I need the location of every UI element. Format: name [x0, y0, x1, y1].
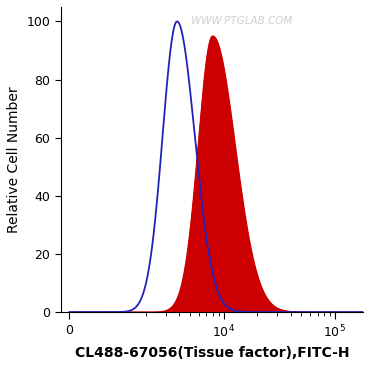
Text: WWW.PTGLAB.COM: WWW.PTGLAB.COM — [191, 16, 293, 26]
Y-axis label: Relative Cell Number: Relative Cell Number — [7, 86, 21, 233]
X-axis label: CL488-67056(Tissue factor),FITC-H: CL488-67056(Tissue factor),FITC-H — [75, 346, 349, 360]
